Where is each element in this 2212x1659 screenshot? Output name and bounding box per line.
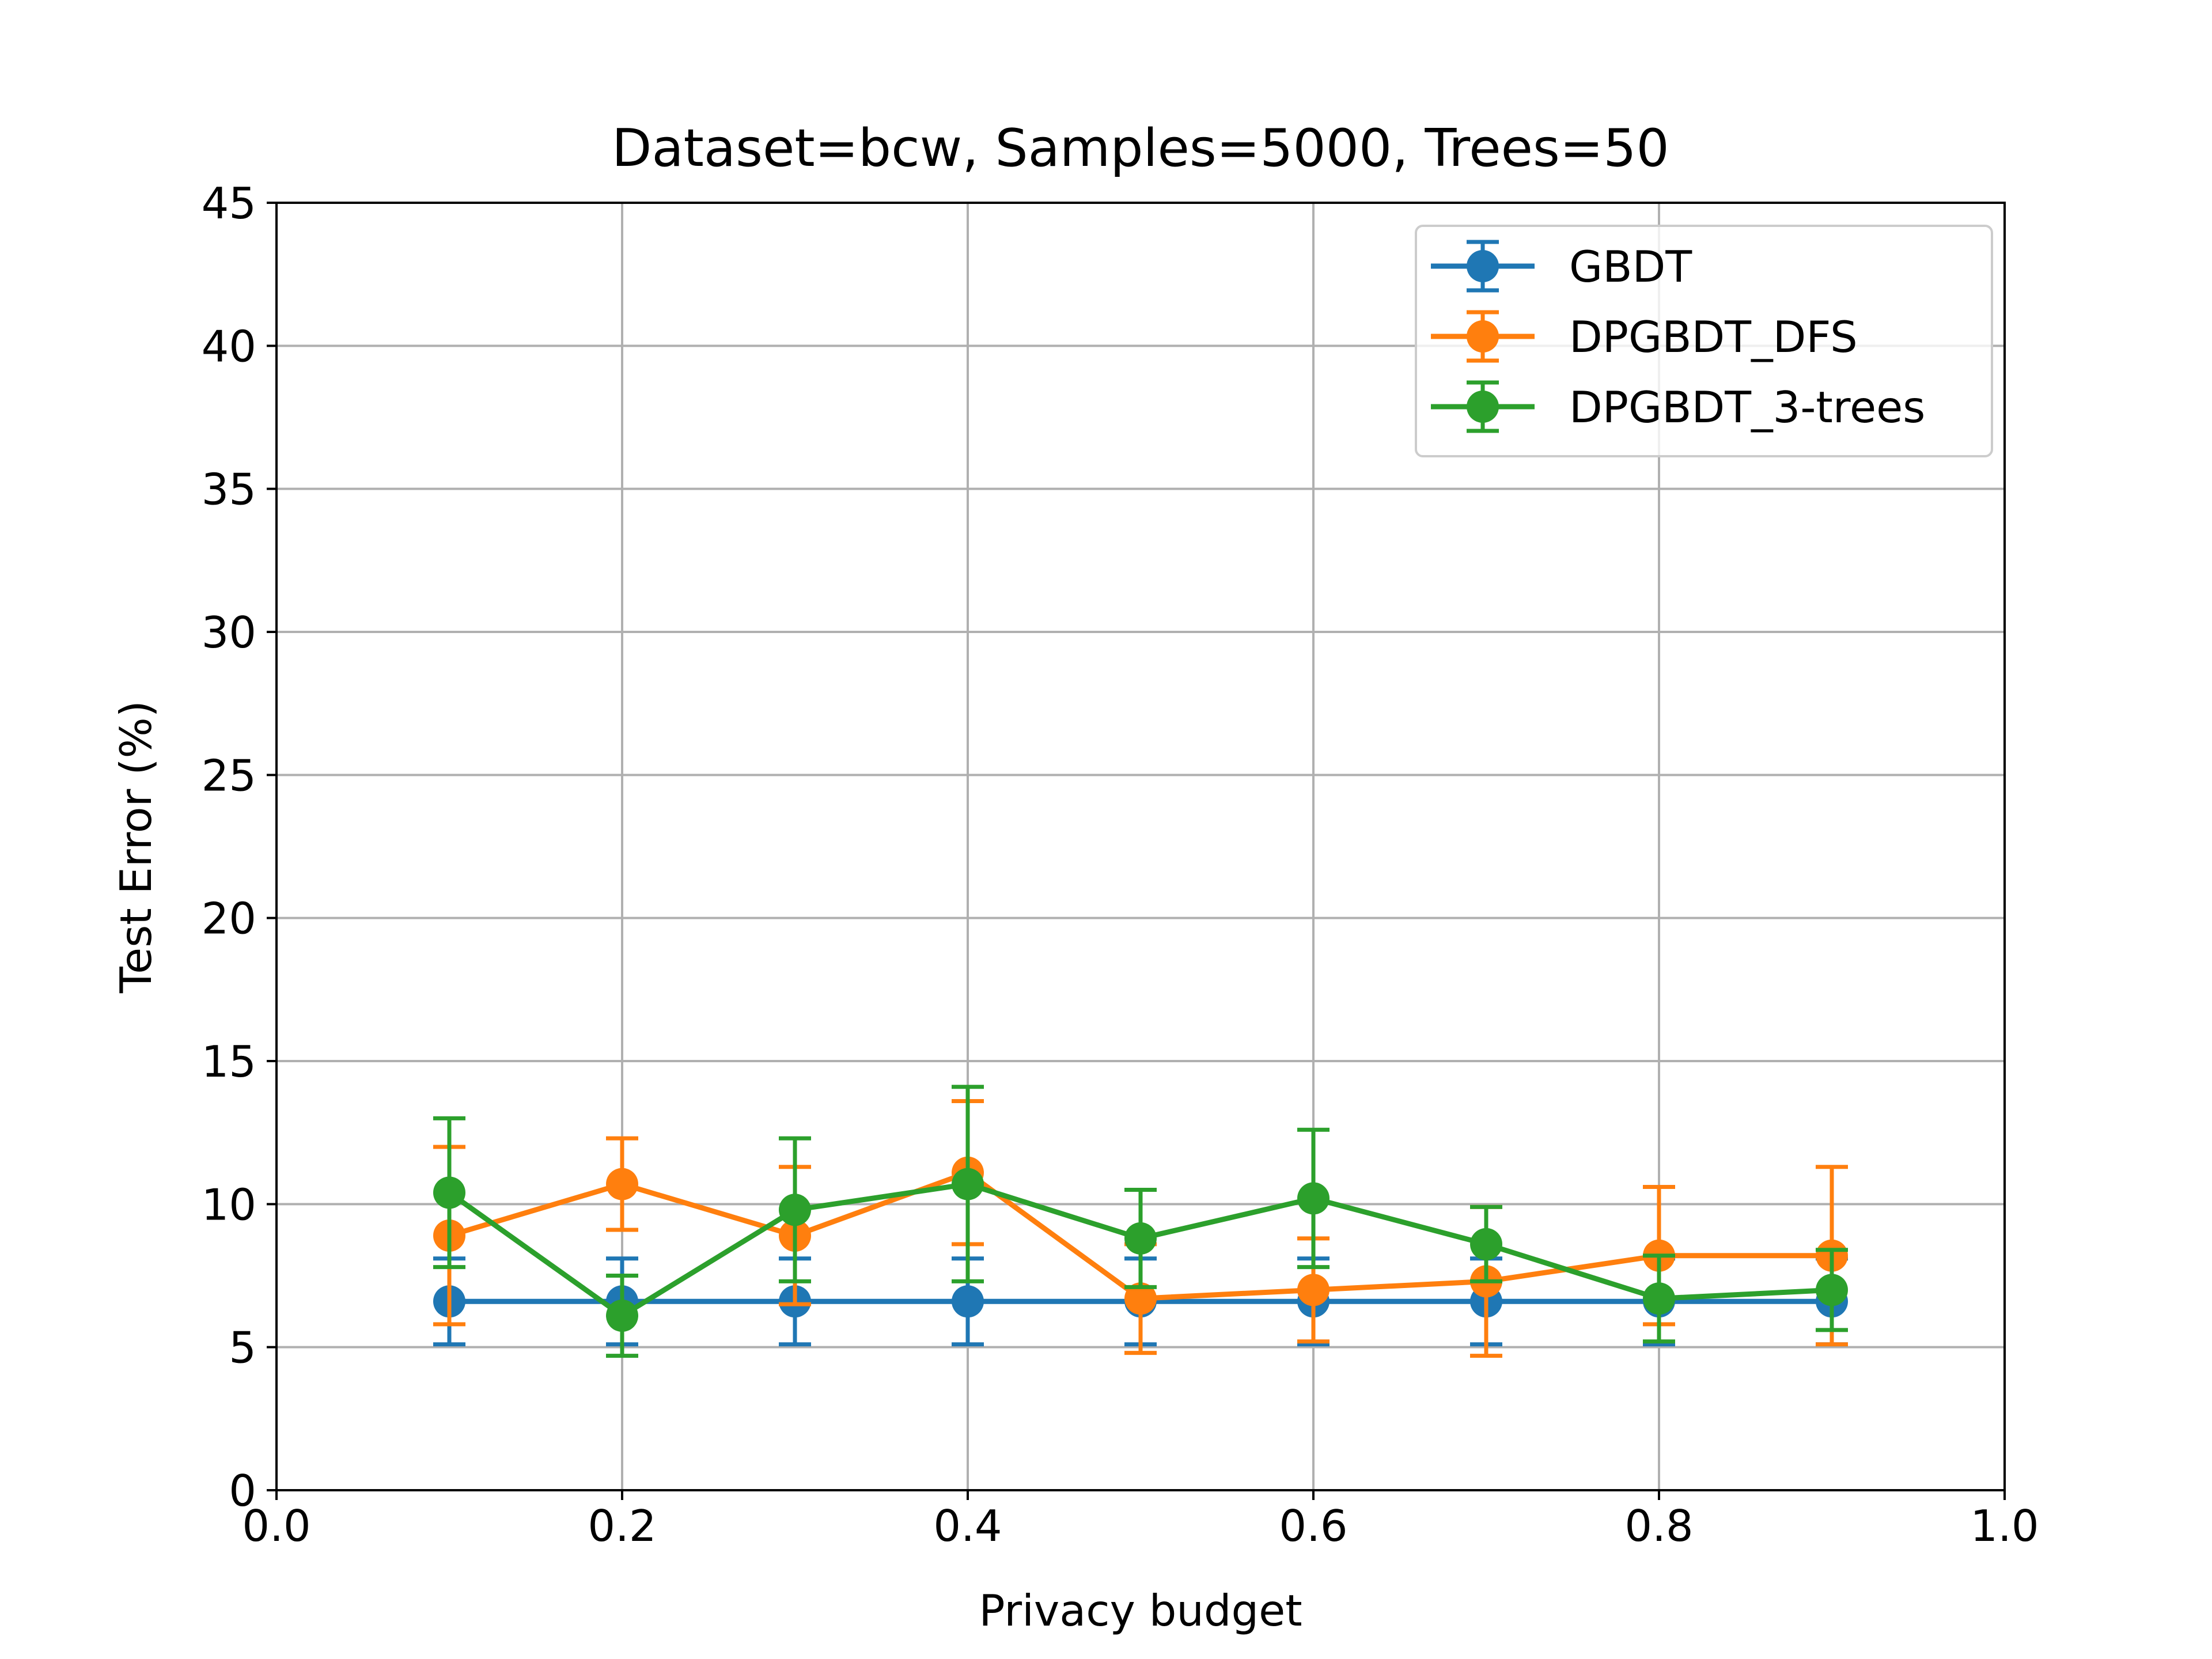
legend-label: GBDT — [1569, 241, 1692, 292]
x-tick-label: 1.0 — [1970, 1501, 2039, 1551]
x-tick-label: 0.2 — [588, 1501, 656, 1551]
data-point — [1124, 1282, 1157, 1315]
data-point — [952, 1285, 984, 1318]
x-tick-label: 0.6 — [1279, 1501, 1347, 1551]
data-point — [606, 1168, 638, 1200]
x-axis-label: Privacy budget — [979, 1585, 1302, 1636]
x-tick-label: 0.4 — [933, 1501, 1002, 1551]
series-layer — [433, 1085, 1848, 1358]
ticks: 0.0 0.2 0.4 0.6 0.8 1.0 0 5 10 15 20 25 30 35 40 45 — [202, 178, 2039, 1551]
data-point — [1124, 1222, 1157, 1255]
y-tick-label: 15 — [202, 1036, 256, 1087]
y-axis-label: Test Error (%) — [111, 700, 161, 994]
legend-marker — [1467, 250, 1499, 282]
y-tick-label: 35 — [202, 464, 256, 515]
y-tick-label: 40 — [202, 321, 256, 372]
data-point — [952, 1168, 984, 1200]
x-tick-label: 0.0 — [242, 1501, 310, 1551]
y-tick-label: 5 — [229, 1323, 256, 1373]
legend-label: DPGBDT_DFS — [1569, 312, 1858, 362]
data-point — [779, 1194, 811, 1226]
chart-title: Dataset=bcw, Samples=5000, Trees=50 — [612, 118, 1669, 179]
y-tick-label: 20 — [202, 893, 256, 944]
legend-marker — [1467, 320, 1499, 353]
data-point — [1297, 1182, 1330, 1215]
legend-marker — [1467, 391, 1499, 423]
series-DPGBDT_3-trees — [433, 1085, 1848, 1358]
y-tick-label: 10 — [202, 1179, 256, 1230]
data-point — [1297, 1274, 1330, 1306]
legend: GBDT DPGBDT_DFS DPGBDT_3-trees — [1415, 225, 1993, 457]
y-tick-label: 25 — [202, 750, 256, 801]
data-point — [1816, 1274, 1848, 1306]
grid — [275, 202, 2006, 1491]
data-point — [606, 1300, 638, 1332]
data-point — [1470, 1228, 1502, 1260]
y-tick-label: 30 — [202, 607, 256, 658]
y-tick-label: 0 — [229, 1465, 256, 1516]
legend-item: DPGBDT_3-trees — [1431, 380, 1925, 433]
plot-frame — [275, 202, 2006, 1491]
legend-label: DPGBDT_3-trees — [1569, 382, 1925, 433]
legend-item: DPGBDT_DFS — [1431, 310, 1858, 363]
legend-item: GBDT — [1431, 240, 1692, 293]
data-point — [433, 1176, 465, 1209]
data-point — [1643, 1282, 1675, 1315]
legend-box — [1415, 225, 1993, 457]
y-tick-label: 45 — [202, 178, 256, 229]
x-tick-label: 0.8 — [1624, 1501, 1693, 1551]
